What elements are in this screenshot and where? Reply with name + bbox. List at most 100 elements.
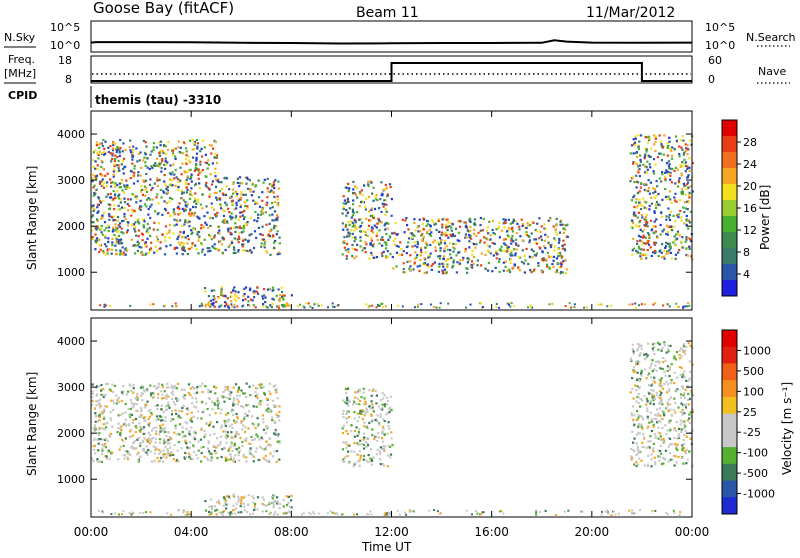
data-cell	[206, 211, 209, 214]
data-cell	[637, 147, 640, 151]
data-cell	[271, 206, 274, 209]
data-cell	[637, 171, 640, 174]
data-cell	[237, 218, 240, 221]
data-cell	[183, 397, 186, 400]
data-cell	[177, 416, 180, 419]
data-cell	[278, 405, 281, 408]
data-cell	[272, 241, 276, 244]
data-cell	[100, 142, 103, 145]
data-cell	[387, 238, 390, 241]
data-cell	[123, 197, 126, 200]
data-cell	[383, 199, 386, 202]
data-cell	[125, 231, 129, 234]
data-cell	[470, 264, 473, 267]
data-cell	[146, 157, 149, 160]
data-cell	[250, 194, 253, 197]
data-cell	[407, 228, 410, 231]
data-cell	[636, 242, 639, 245]
data-cell	[171, 179, 174, 182]
data-cell	[112, 142, 115, 145]
data-cell	[630, 144, 633, 147]
data-cell	[156, 184, 159, 188]
data-cell	[265, 425, 268, 428]
colorbar-tick-label: -100	[743, 447, 768, 460]
data-cell	[177, 146, 180, 149]
data-cell	[160, 404, 163, 407]
data-cell	[256, 417, 259, 420]
data-cell	[131, 151, 134, 154]
data-cell	[261, 191, 264, 194]
noise-left-tick-top: 10^5	[50, 21, 80, 34]
data-cell	[232, 404, 235, 407]
data-cell	[508, 226, 511, 230]
data-cell	[110, 181, 113, 184]
data-cell	[667, 410, 670, 413]
data-cell	[253, 296, 256, 299]
data-cell	[511, 235, 514, 238]
data-cell	[230, 431, 233, 434]
data-cell	[474, 510, 477, 512]
data-cell	[385, 232, 388, 236]
data-cell	[687, 219, 690, 222]
data-cell	[427, 256, 430, 259]
data-cell	[554, 231, 558, 234]
data-cell	[395, 251, 399, 254]
data-cell	[668, 244, 671, 247]
data-cell	[99, 217, 103, 220]
data-cell	[238, 225, 241, 228]
data-cell	[223, 498, 226, 501]
data-cell	[664, 374, 667, 377]
data-cell	[195, 406, 198, 409]
data-cell	[272, 181, 276, 184]
data-cell	[529, 305, 532, 308]
data-cell	[151, 166, 154, 169]
data-cell	[373, 438, 376, 441]
data-cell	[384, 199, 387, 202]
data-cell	[101, 449, 104, 452]
data-cell	[682, 206, 685, 209]
data-cell	[200, 302, 203, 305]
data-cell	[381, 406, 384, 409]
data-cell	[229, 231, 232, 234]
data-cell	[143, 390, 146, 393]
data-cell	[122, 454, 125, 457]
data-cell	[93, 192, 96, 195]
data-cell	[636, 348, 639, 351]
data-cell	[241, 245, 244, 248]
data-cell	[648, 392, 651, 395]
data-cell	[428, 255, 431, 258]
data-cell	[212, 298, 215, 301]
data-cell	[633, 206, 636, 209]
data-cell	[632, 138, 635, 141]
data-cell	[276, 216, 279, 219]
data-cell	[453, 234, 456, 237]
data-cell	[145, 405, 148, 408]
data-cell	[197, 177, 200, 180]
data-cell	[665, 224, 668, 227]
data-cell	[645, 403, 648, 406]
data-cell	[103, 405, 106, 408]
data-cell	[131, 421, 134, 424]
data-cell	[646, 415, 649, 418]
data-cell	[164, 408, 167, 411]
data-cell	[275, 217, 278, 220]
data-cell	[685, 247, 688, 250]
data-cell	[445, 271, 448, 274]
data-cell	[148, 251, 151, 254]
data-cell	[331, 305, 334, 308]
data-cell	[504, 243, 507, 246]
data-cell	[317, 512, 320, 515]
data-cell	[633, 211, 636, 214]
data-cell	[249, 287, 252, 290]
data-cell	[214, 392, 217, 395]
data-cell	[674, 389, 677, 392]
data-cell	[664, 171, 667, 174]
data-cell	[441, 269, 444, 272]
data-cell	[635, 206, 639, 209]
data-cell	[657, 431, 660, 434]
data-cell	[654, 137, 657, 140]
data-cell	[112, 219, 115, 222]
data-cell	[101, 233, 104, 236]
data-cell	[139, 442, 142, 445]
data-cell	[663, 344, 666, 347]
